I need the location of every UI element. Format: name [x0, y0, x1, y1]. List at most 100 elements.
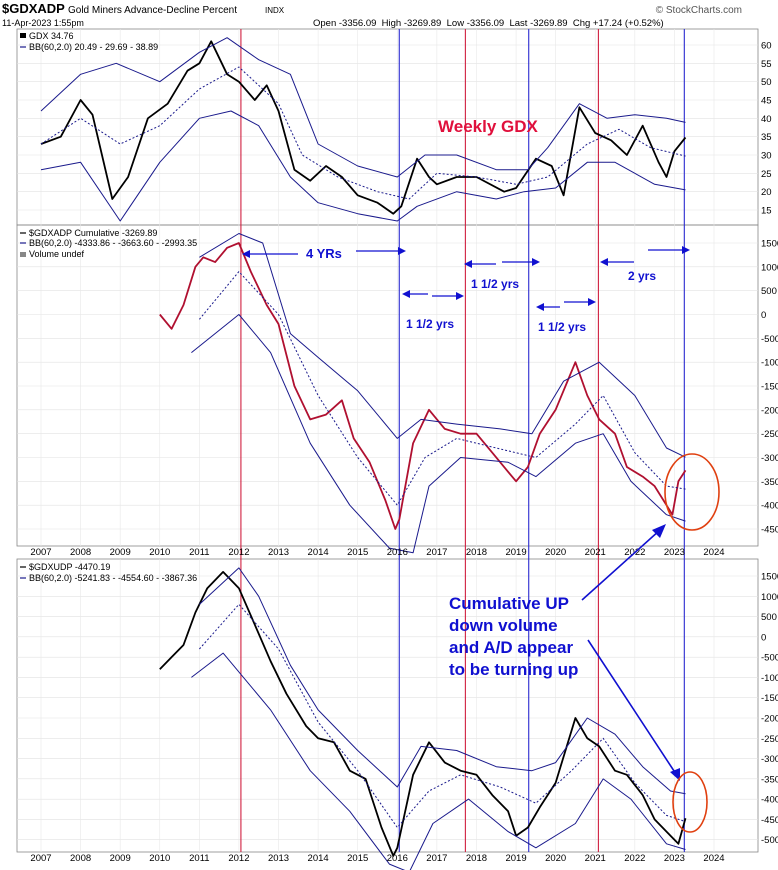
x-tick-label: 2013 — [268, 547, 289, 558]
gdxudp-price — [159, 571, 687, 857]
y-tick-label: 30 — [761, 151, 772, 162]
annotation-note-line-3: and A/D appear — [449, 638, 573, 657]
y-tick-label: -3000 — [761, 453, 778, 464]
legend-gdxadp-cum: $GDXADP Cumulative -3269.89 — [29, 228, 157, 238]
y-tick-label: 25 — [761, 169, 772, 180]
y-tick-label: -2500 — [761, 429, 778, 440]
y-tick-label: -3000 — [761, 754, 778, 765]
x-tick-label: 2008 — [70, 853, 91, 864]
x-tick-label: 2016 — [387, 853, 408, 864]
y-tick-label: 35 — [761, 132, 772, 143]
legend-gdxadp-bb: BB(60,2.0) -4333.86 - -3663.60 - -2993.3… — [29, 238, 197, 248]
x-tick-label: 2015 — [347, 547, 368, 558]
header-name: Gold Miners Advance-Decline Percent — [68, 5, 237, 16]
annotation-yrs-b-label: 1 1/2 yrs — [471, 277, 519, 291]
annotation-yrs-a-label: 1 1/2 yrs — [406, 317, 454, 331]
x-tick-label: 2020 — [545, 547, 566, 558]
y-tick-label: -1500 — [761, 382, 778, 393]
header-ohlc: Open -3356.09 High -3269.89 Low -3356.09… — [313, 18, 664, 29]
y-tick-label: -500 — [761, 653, 778, 664]
x-tick-label: 2014 — [308, 547, 329, 558]
y-tick-label: -4000 — [761, 795, 778, 806]
x-tick-label: 2018 — [466, 547, 487, 558]
annotation-yrs-c: 1 1/2 yrs — [536, 298, 596, 334]
gdxudp-lower-band — [191, 652, 686, 870]
gdx-middle-band — [40, 66, 686, 200]
y-tick-label: -500 — [761, 334, 778, 345]
grid-layer — [17, 29, 758, 852]
legend-gdx-price: GDX 34.76 — [29, 31, 74, 41]
y-tick-label: -1000 — [761, 673, 778, 684]
x-tick-label: 2013 — [268, 853, 289, 864]
x-tick-label: 2022 — [624, 853, 645, 864]
x-tick-label: 2018 — [466, 853, 487, 864]
legend-gdxudp-bb: BB(60,2.0) -5241.83 - -4554.60 - -3867.3… — [29, 573, 197, 583]
x-tick-label: 2010 — [149, 547, 170, 558]
x-tick-label: 2017 — [426, 853, 447, 864]
gdxadp-middle-band — [199, 271, 686, 506]
y-tick-label: 1500 — [761, 239, 778, 250]
annotation-note-line-2: down volume — [449, 616, 558, 635]
y-tick-label: 20 — [761, 187, 772, 198]
gdxudp-middle-band — [199, 603, 686, 828]
y-tick-label: -3500 — [761, 774, 778, 785]
y-tick-label: -1000 — [761, 358, 778, 369]
y-tick-label: 1500 — [761, 572, 778, 583]
legend-gdxudp-price: $GDXUDP -4470.19 — [29, 562, 110, 572]
vertical-lines — [240, 29, 685, 852]
y-tick-label: 40 — [761, 114, 772, 125]
annotation-four-yrs-label: 4 YRs — [306, 246, 342, 261]
y-tick-label: 0 — [761, 632, 766, 643]
y-tick-label: -4500 — [761, 525, 778, 536]
x-tick-label: 2011 — [189, 853, 209, 864]
x-tick-label: 2016 — [387, 547, 408, 558]
gdxudp-upper-band — [199, 567, 686, 795]
legend-gdxadp: $GDXADP Cumulative -3269.89 BB(60,2.0) -… — [20, 228, 197, 259]
x-tick-label: 2019 — [505, 547, 526, 558]
panel-gdxudp-frame — [16, 558, 759, 853]
annotation-four-yrs: 4 YRs — [242, 246, 406, 261]
x-tick-label: 2012 — [228, 853, 249, 864]
y-tick-label: -2500 — [761, 734, 778, 745]
gdxadp-upper-band — [199, 233, 686, 458]
x-tick-label: 2015 — [347, 853, 368, 864]
legend-gdx-bb: BB(60,2.0) 20.49 - 29.69 - 38.89 — [29, 42, 158, 52]
y-tick-label: -4000 — [761, 501, 778, 512]
header-copyright: © StockCharts.com — [656, 5, 742, 16]
x-tick-label: 2010 — [149, 853, 170, 864]
annotation-two-yrs-label: 2 yrs — [628, 269, 656, 283]
x-tick-label: 2009 — [110, 547, 131, 558]
annotation-yrs-a: 1 1/2 yrs — [402, 290, 464, 331]
annotation-arrow-up — [581, 529, 661, 601]
y-tick-label: 500 — [761, 612, 777, 623]
y-tick-label: 15 — [761, 206, 772, 217]
legend-gdx: GDX 34.76 BB(60,2.0) 20.49 - 29.69 - 38.… — [20, 31, 158, 52]
annotation-arrow-down — [587, 639, 677, 775]
gdxadp-lower-band — [191, 314, 686, 554]
x-tick-label: 2021 — [585, 547, 606, 558]
x-tick-label: 2008 — [70, 547, 91, 558]
annotation-two-yrs: 2 yrs — [600, 246, 690, 283]
y-tick-label: 60 — [761, 41, 772, 52]
x-tick-label: 2014 — [308, 853, 329, 864]
x-tick-label: 2012 — [228, 547, 249, 558]
gdx-price — [40, 40, 687, 215]
y-tick-label: -2000 — [761, 405, 778, 416]
annotation-note-line-1: Cumulative UP — [449, 594, 569, 613]
x-tick-label: 2019 — [505, 853, 526, 864]
x-tick-label: 2021 — [585, 853, 606, 864]
y-tick-label: -1500 — [761, 693, 778, 704]
annotation-note-line-4: to be turning up — [449, 660, 578, 679]
x-tick-label: 2023 — [664, 547, 685, 558]
annotation-arrowhead-up — [652, 524, 666, 538]
x-tick-label: 2023 — [664, 853, 685, 864]
x-tick-label: 2017 — [426, 547, 447, 558]
annotation-yrs-c-label: 1 1/2 yrs — [538, 320, 586, 334]
y-tick-label: 0 — [761, 310, 766, 321]
annotation-yrs-b: 1 1/2 yrs — [464, 258, 540, 291]
gdx-upper-band — [40, 37, 686, 178]
y-tick-label: 1000 — [761, 262, 778, 273]
legend-gdxadp-vol: Volume undef — [29, 249, 85, 259]
annotation-weekly-gdx: Weekly GDX — [438, 117, 539, 136]
